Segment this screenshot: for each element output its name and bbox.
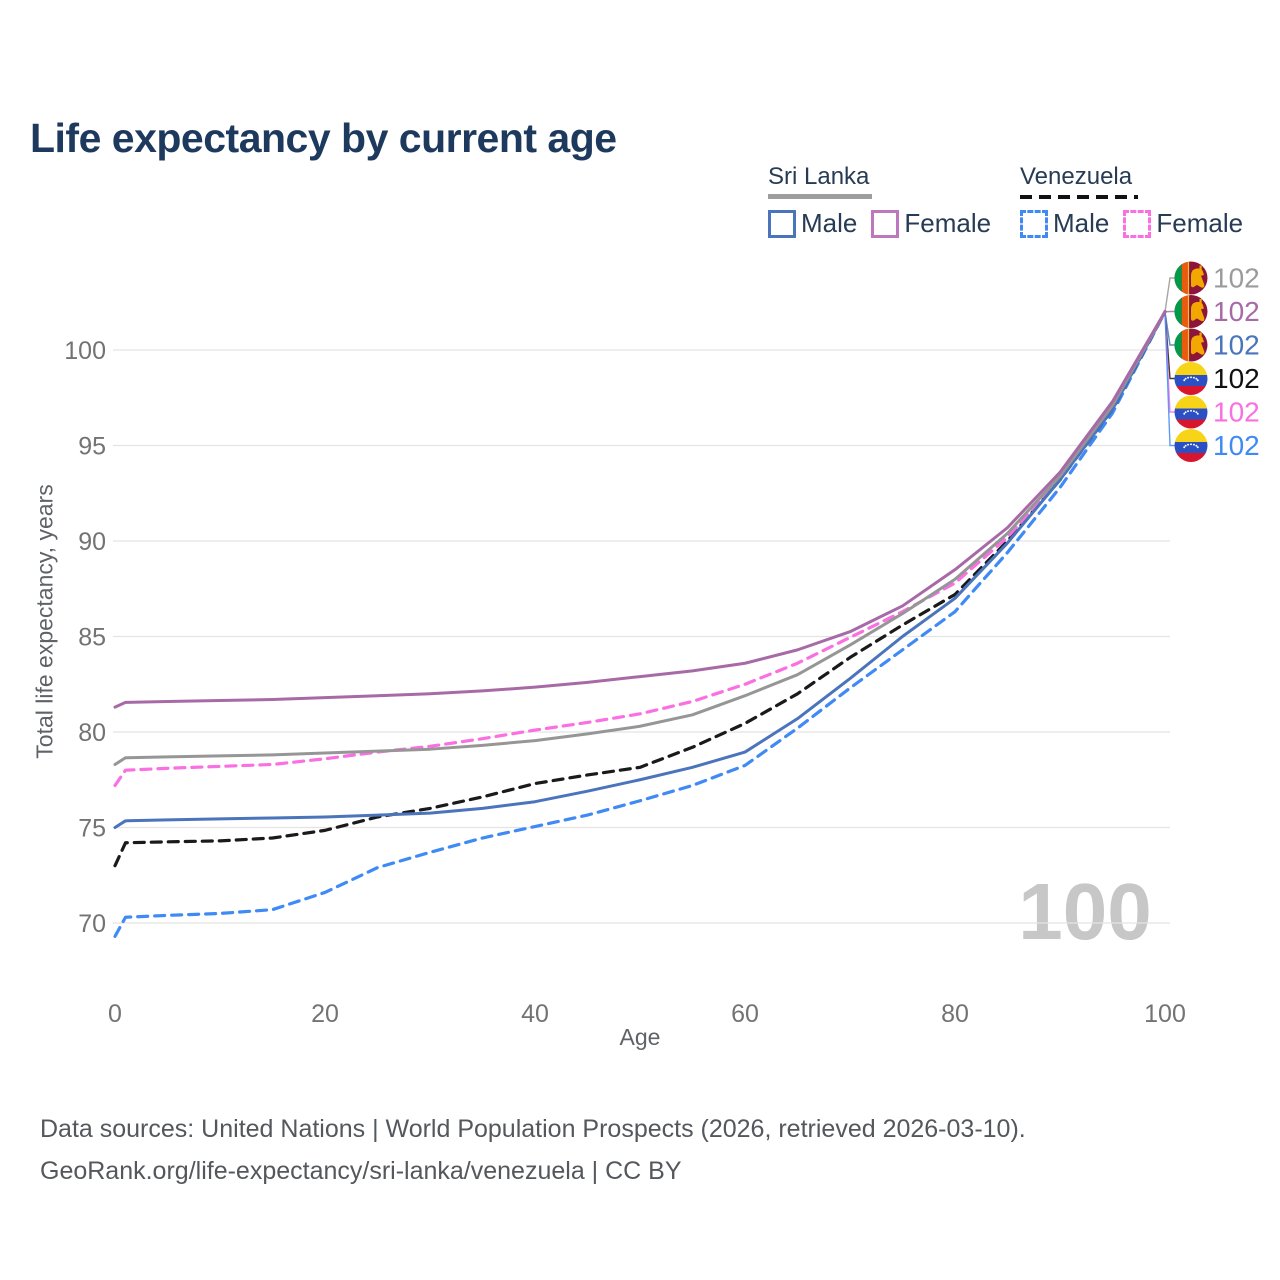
series-line[interactable] (113, 310, 1167, 788)
page-title: Life expectancy by current age (30, 115, 617, 162)
sri-lanka-flag-icon (1175, 262, 1208, 295)
gridlines (113, 349, 1170, 924)
x-tick-label: 60 (731, 1000, 759, 1028)
y-tick-label: 85 (78, 624, 106, 652)
sri-lanka-male-label: Male (801, 208, 858, 238)
data-series-lines (113, 310, 1167, 938)
end-value-label: 102 (1213, 397, 1260, 428)
venezuela-flag-icon (1175, 396, 1208, 429)
venezuela-female-checkbox[interactable] (1123, 209, 1152, 238)
sri-lanka-flag-icon (1175, 295, 1208, 328)
y-tick-label: 95 (78, 433, 106, 461)
end-value-label: 102 (1213, 363, 1260, 394)
x-axis-tick-labels: 0 20 40 60 80 100 (108, 1000, 1186, 1028)
y-tick-label: 80 (78, 719, 106, 747)
legend-group-sri-lanka: Sri Lanka Male Female (768, 163, 991, 239)
sri-lanka-line-style-swatch (768, 194, 872, 199)
y-tick-label: 75 (78, 815, 106, 843)
x-tick-label: 80 (941, 1000, 969, 1028)
end-value-label: 102 (1213, 430, 1260, 461)
chart-footer: Data sources: United Nations | World Pop… (40, 1108, 1026, 1192)
sri-lanka-female-label: Female (904, 208, 992, 238)
legend-country-venezuela: Venezuela (1020, 163, 1133, 190)
attribution-text: GeoRank.org/life-expectancy/sri-lanka/ve… (40, 1157, 682, 1185)
series-line[interactable] (113, 310, 1167, 938)
end-value-label: 102 (1213, 330, 1260, 361)
sri-lanka-male-checkbox[interactable] (768, 209, 796, 238)
data-sources-text: Data sources: United Nations | World Pop… (40, 1115, 1026, 1143)
x-axis-title: Age (619, 1024, 661, 1050)
x-tick-label: 100 (1144, 1000, 1186, 1028)
series-line[interactable] (113, 310, 1167, 829)
end-label-connector (1164, 311, 1176, 447)
legend-country-sri-lanka: Sri Lanka (768, 163, 870, 190)
age-counter-watermark: 100 (1018, 867, 1152, 956)
venezuela-female-label: Female (1156, 208, 1244, 238)
series-line[interactable] (113, 310, 1167, 709)
end-label-connector (1164, 277, 1176, 312)
y-axis-title: Total life expectancy, years (31, 484, 58, 759)
venezuela-male-checkbox[interactable] (1020, 209, 1048, 238)
y-tick-label: 90 (78, 528, 106, 556)
x-tick-label: 0 (108, 1000, 122, 1028)
end-label-connector (1164, 311, 1176, 346)
y-tick-label: 70 (78, 910, 106, 938)
y-tick-label: 100 (64, 337, 106, 365)
legend-group-venezuela: Venezuela Male Female (1020, 163, 1243, 239)
end-label-connectors (1164, 277, 1176, 447)
series-line[interactable] (113, 310, 1167, 766)
y-axis-tick-labels: 70 75 80 85 90 95 100 (64, 337, 106, 938)
end-value-label: 102 (1213, 296, 1260, 327)
end-value-label: 102 (1213, 263, 1260, 294)
series-line[interactable] (113, 310, 1167, 868)
venezuela-male-label: Male (1053, 208, 1110, 238)
sri-lanka-female-checkbox[interactable] (871, 209, 900, 238)
sri-lanka-flag-icon (1175, 329, 1208, 362)
x-tick-label: 20 (311, 1000, 339, 1028)
x-tick-label: 40 (521, 1000, 549, 1028)
venezuela-flag-icon (1175, 429, 1208, 462)
venezuela-line-style-swatch (1020, 195, 1138, 199)
venezuela-flag-icon (1175, 362, 1208, 395)
